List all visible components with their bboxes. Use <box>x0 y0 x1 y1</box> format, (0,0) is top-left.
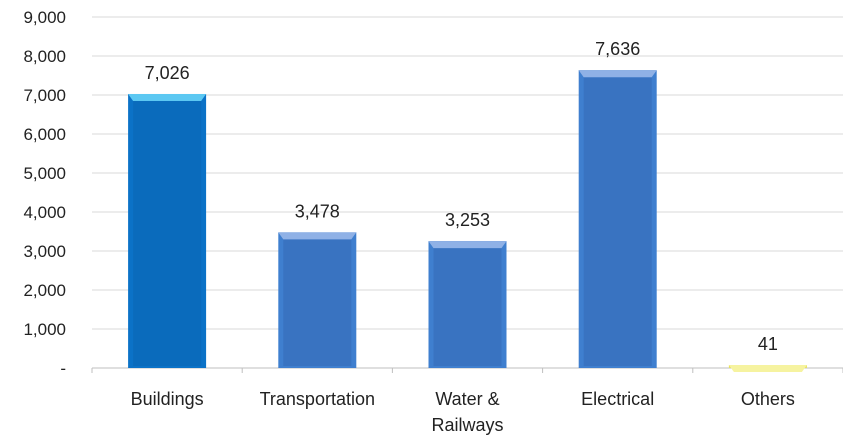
bar-body <box>578 70 657 369</box>
y-tick-label: 1,000 <box>23 320 66 339</box>
bar-top-bevel <box>428 241 507 249</box>
bar <box>128 93 207 369</box>
data-label: 3,253 <box>445 210 490 230</box>
y-tick-label: 4,000 <box>23 203 66 222</box>
bar-face <box>583 77 652 367</box>
data-label: 3,478 <box>295 201 340 221</box>
bar-face <box>133 100 202 367</box>
y-tick-label: - <box>60 359 66 378</box>
y-tick-label: 6,000 <box>23 125 66 144</box>
bars <box>128 70 807 372</box>
bar-top-bevel <box>128 93 207 101</box>
category-label: Electrical <box>581 389 654 409</box>
data-label: 41 <box>758 334 778 354</box>
category-label: Transportation <box>260 389 375 409</box>
bar-body <box>428 241 507 368</box>
y-tick-label: 2,000 <box>23 281 66 300</box>
y-tick-label: 3,000 <box>23 242 66 261</box>
category-label: Others <box>741 389 795 409</box>
y-tick-label: 7,000 <box>23 86 66 105</box>
y-axis-ticks: - 1,000 2,000 3,000 4,000 5,000 6,000 7,000 8,00… <box>23 8 66 378</box>
bar-face <box>283 239 352 366</box>
y-tick-label: 9,000 <box>23 8 66 27</box>
bar-top-bevel <box>278 232 357 240</box>
bar <box>278 232 357 368</box>
bar <box>578 70 657 369</box>
category-label: Water & <box>435 389 499 409</box>
data-labels: 7,026 3,478 3,253 7,636 41 <box>145 39 778 354</box>
y-tick-label: 5,000 <box>23 164 66 183</box>
category-label: Buildings <box>131 389 204 409</box>
bar-body <box>278 232 357 368</box>
bar-top-bevel <box>728 365 807 372</box>
y-tick-label: 8,000 <box>23 47 66 66</box>
bar-face <box>433 248 502 366</box>
bar <box>728 365 807 372</box>
bar-top-bevel <box>578 70 657 78</box>
bar <box>428 241 507 368</box>
data-label: 7,026 <box>145 63 190 83</box>
category-label: Railways <box>431 415 503 435</box>
bar-body <box>128 93 207 369</box>
data-label: 7,636 <box>595 39 640 59</box>
x-axis-labels: Buildings Transportation Water & Railways El… <box>131 389 795 435</box>
